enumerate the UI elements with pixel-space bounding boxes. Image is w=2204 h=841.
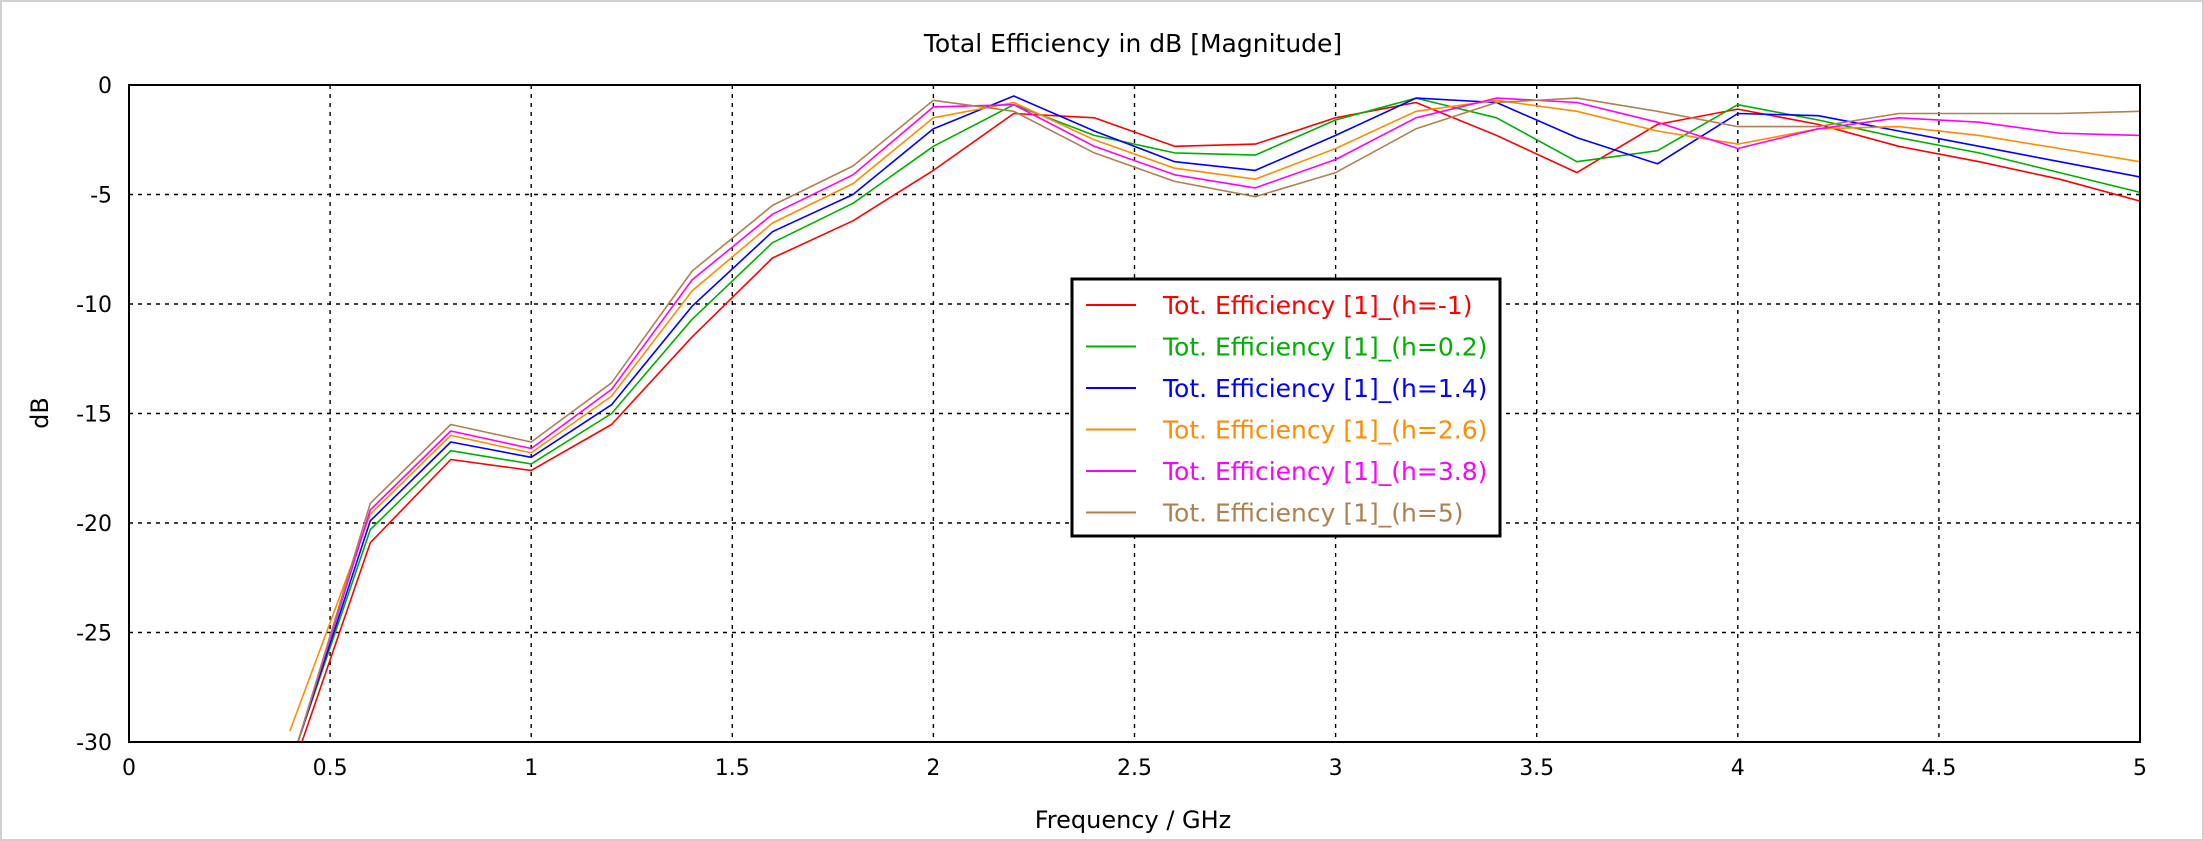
x-tick-label: 0.5 [313, 756, 348, 781]
y-tick-label: -25 [76, 622, 112, 647]
y-tick-label: -30 [76, 731, 112, 756]
legend-entry-label: Tot. Efficiency [1]_(h=-1) [1162, 291, 1473, 320]
series-group [289, 95, 2140, 742]
series-line-5 [297, 97, 2140, 742]
series-line-4 [297, 97, 2140, 742]
legend-entry-label: Tot. Efficiency [1]_(h=1.4) [1162, 374, 1487, 403]
y-tick-label: -5 [90, 184, 112, 209]
series-line-2 [297, 95, 2140, 742]
plot-area-border [128, 84, 2141, 743]
x-tick-label: 1.5 [715, 756, 750, 781]
y-tick-label: -10 [76, 293, 112, 318]
x-tick-label: 2.5 [1117, 756, 1152, 781]
x-tick-label: 5 [2133, 756, 2147, 781]
legend-entry-label: Tot. Efficiency [1]_(h=2.6) [1162, 416, 1487, 445]
legend-box [1070, 277, 1502, 538]
y-tick-label: 0 [98, 74, 112, 99]
legend: Tot. Efficiency [1]_(h=-1) Tot. Efficienc… [1070, 277, 1502, 538]
chart-title: Total Efficiency in dB [Magnitude] [923, 29, 1342, 58]
x-tick-label: 4 [1731, 756, 1745, 781]
series-line-3 [289, 99, 2140, 732]
grid [129, 85, 2140, 742]
x-axis-title: Frequency / GHz [1035, 806, 1232, 834]
x-tick-label: 4.5 [1921, 756, 1956, 781]
legend-entry-label: Tot. Efficiency [1]_(h=3.8) [1162, 457, 1487, 486]
x-tick-label: 0 [122, 756, 136, 781]
x-tick-label: 1 [524, 756, 538, 781]
series-line-1 [297, 97, 2140, 742]
legend-entry-label: Tot. Efficiency [1]_(h=5) [1162, 499, 1464, 528]
y-axis-ticks: 0 -5 -10 -15 -20 -25 -30 [76, 74, 112, 756]
y-tick-label: -20 [76, 512, 112, 537]
legend-entry-label: Tot. Efficiency [1]_(h=0.2) [1162, 333, 1487, 362]
y-tick-label: -15 [76, 403, 112, 428]
x-tick-label: 3 [1329, 756, 1343, 781]
x-tick-label: 2 [926, 756, 940, 781]
y-axis-title: dB [26, 397, 54, 429]
x-tick-label: 3.5 [1519, 756, 1554, 781]
x-axis-ticks: 0 0.5 1 1.5 2 2.5 3 3.5 4 4.5 5 [122, 756, 2147, 781]
